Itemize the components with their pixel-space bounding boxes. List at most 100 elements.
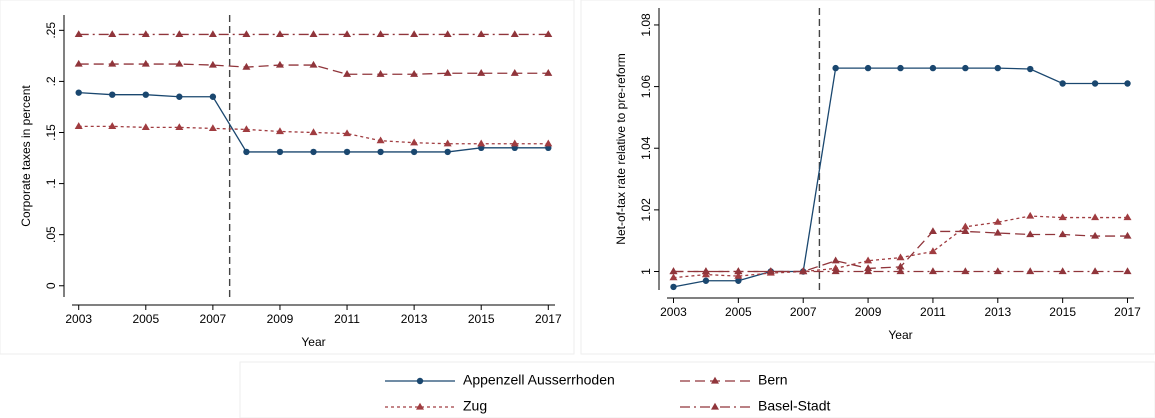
y-tick-label: 1.02 [639,198,653,222]
marker [994,64,1001,72]
marker [276,148,284,156]
marker [669,273,678,281]
marker [208,60,217,68]
x-tick-label: 2013 [984,305,1011,319]
marker [1058,213,1067,221]
marker [702,277,710,284]
marker [544,30,553,38]
marker [141,30,150,38]
marker [208,30,217,38]
x-tick-label: 2009 [855,305,882,319]
y-axis-title: Net-of-tax rate relative to pre-reform [614,53,628,244]
marker [544,139,553,147]
marker [75,89,82,96]
marker [993,217,1002,225]
marker [961,222,970,230]
x-tick-label: 2011 [920,305,946,319]
marker [1123,213,1132,221]
marker [343,148,351,156]
marker [1091,231,1100,239]
marker [477,69,486,76]
right-panel [580,0,1155,355]
marker [208,124,217,132]
marker [896,267,905,275]
marker [309,30,318,38]
marker [410,148,418,156]
legend-marker [416,377,424,385]
marker [897,64,904,72]
marker [377,148,384,156]
marker [242,30,251,38]
marker [734,271,743,279]
x-tick-label: 2007 [790,305,817,319]
marker [1091,213,1100,221]
marker [74,122,83,129]
marker [410,70,419,77]
legend-marker [711,402,719,410]
marker [443,30,452,38]
marker [343,70,352,77]
x-tick-label: 2011 [334,312,360,326]
marker [275,60,284,68]
marker [209,93,217,100]
marker [510,69,519,76]
marker [735,277,742,284]
y-tick-label: .1 [44,178,58,188]
marker [275,127,284,135]
marker [669,267,678,275]
marker [109,91,116,98]
x-tick-label: 2017 [1114,305,1141,319]
marker [1027,65,1034,73]
x-axis-title: Year [301,335,325,349]
legend-label: Appenzell Ausserrhoden [463,372,615,388]
x-tick-label: 2017 [535,312,562,326]
marker [175,30,184,38]
marker [343,30,352,38]
x-tick-label: 2015 [468,312,495,326]
marker [443,139,452,147]
y-tick-label: 1 [639,268,653,275]
marker [444,148,451,156]
marker [477,30,486,38]
marker [242,62,251,70]
marker [477,139,486,147]
marker [961,267,970,275]
legend: Appenzell Ausserrhoden Bern Zug Basel-Stadt [385,372,830,414]
y-tick-label: .25 [44,22,58,39]
marker [1091,267,1100,275]
marker [1091,80,1099,87]
y-tick-label: 1.08 [639,13,653,37]
marker [108,30,117,38]
left-panel [0,0,575,355]
marker [1124,80,1131,87]
marker [343,129,352,137]
marker [175,123,184,130]
legend-label: Basel-Stadt [758,398,830,414]
x-axis-title: Year [888,328,912,342]
marker [1026,211,1035,219]
marker [701,267,710,275]
marker [309,60,318,68]
marker [176,93,183,100]
marker [929,64,937,72]
marker [108,59,117,67]
marker [831,267,840,275]
marker [961,227,970,235]
legend-label: Bern [758,372,788,388]
legend-box [239,361,1155,418]
marker [510,30,519,38]
marker [410,30,419,38]
marker [670,283,677,291]
x-tick-label: 2015 [1049,305,1076,319]
marker [376,136,385,144]
marker [928,267,937,275]
marker [1123,231,1132,239]
marker [142,91,149,98]
marker [443,69,452,76]
x-tick-label: 2009 [267,312,294,326]
marker [141,59,150,67]
marker [799,267,808,275]
marker [310,148,317,156]
marker [832,64,839,72]
